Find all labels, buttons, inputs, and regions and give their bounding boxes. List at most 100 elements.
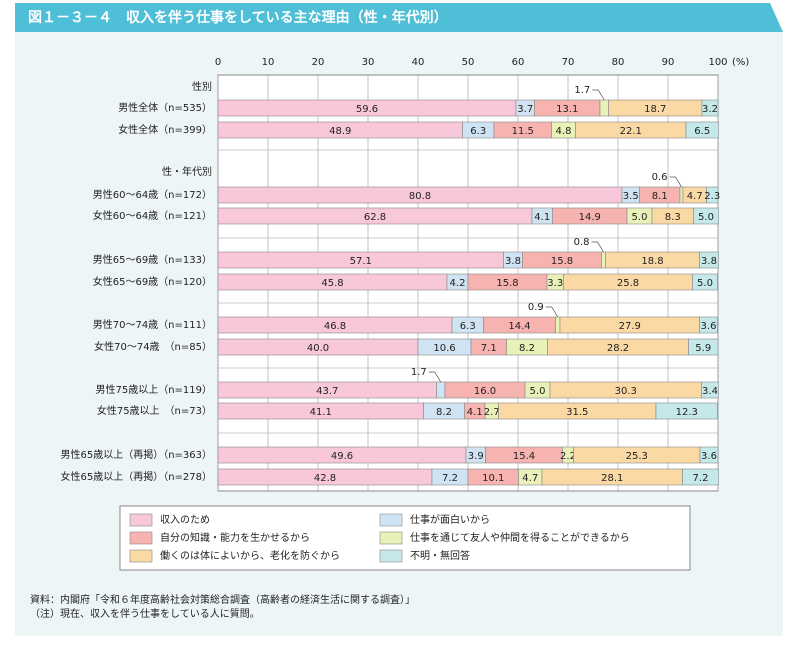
legend-label: 自分の知識・能力を生かせるから <box>160 531 310 544</box>
value-label: 4.2 <box>450 278 466 289</box>
bar-segment <box>655 402 718 420</box>
x-tick-label: 60 <box>512 57 525 68</box>
x-axis-label: (%) <box>732 57 749 68</box>
legend-swatch <box>129 513 153 527</box>
title-bar <box>15 3 783 32</box>
value-label: 14.4 <box>508 321 530 332</box>
y-tick-label: 男性65～69歳（n=133） <box>93 253 212 266</box>
value-label: 6.5 <box>694 126 710 137</box>
value-label: 4.1 <box>467 407 483 418</box>
value-label: 22.1 <box>620 126 642 137</box>
group-label: 性・年代別 <box>162 165 212 178</box>
value-label: 5.0 <box>530 386 546 397</box>
value-label: 14.9 <box>579 212 601 223</box>
value-label: 12.3 <box>676 407 698 418</box>
value-label: 7.2 <box>693 473 709 484</box>
x-tick-label: 70 <box>562 57 575 68</box>
bar-segment <box>693 207 719 225</box>
value-label: 5.0 <box>632 212 648 223</box>
bar-segment <box>679 186 684 204</box>
bar-segment <box>599 99 609 117</box>
value-label: 40.0 <box>307 343 329 354</box>
value-label: 28.2 <box>607 343 629 354</box>
value-label: 3.7 <box>517 104 533 115</box>
bar-segment <box>692 273 718 291</box>
footnote: 資料：内閣府「令和６年度高齢社会対策総合調査（高齢者の経済生活に関する調査）」 <box>30 593 415 606</box>
legend-label: 不明・無回答 <box>410 549 470 562</box>
value-label: 10.6 <box>433 343 455 354</box>
value-label: 3.8 <box>701 256 717 267</box>
value-label: 49.6 <box>331 451 353 462</box>
value-label: 15.8 <box>551 256 573 267</box>
legend-swatch <box>379 549 403 563</box>
value-label: 3.4 <box>702 386 718 397</box>
bar-segment <box>682 468 719 486</box>
value-label: 6.3 <box>460 321 476 332</box>
value-label: 4.7 <box>687 191 703 202</box>
value-label: 2.2 <box>560 451 576 462</box>
value-label: 4.7 <box>522 473 538 484</box>
bar-segment <box>685 121 719 139</box>
value-label: 1.7 <box>574 85 590 96</box>
value-label: 8.3 <box>665 212 681 223</box>
legend-label: 働くのは体によいから、老化を防ぐから <box>160 549 340 562</box>
legend-swatch <box>129 531 153 545</box>
value-label: 62.8 <box>364 212 386 223</box>
bar-segment <box>701 99 719 117</box>
value-label: 5.0 <box>698 212 714 223</box>
value-label: 10.1 <box>482 473 504 484</box>
value-label: 3.5 <box>623 191 639 202</box>
value-label: 7.1 <box>481 343 497 354</box>
value-label: 4.8 <box>556 126 572 137</box>
value-label: 48.9 <box>329 126 351 137</box>
value-label: 0.9 <box>528 302 544 313</box>
value-label: 3.3 <box>547 278 563 289</box>
bar-segment <box>688 338 719 356</box>
value-label: 3.6 <box>701 451 717 462</box>
x-tick-label: 10 <box>262 57 275 68</box>
bar-segment <box>601 251 606 269</box>
value-label: 18.8 <box>641 256 663 267</box>
value-label: 46.8 <box>324 321 346 332</box>
y-tick-label: 男性65歳以上（再掲）（n=363） <box>60 448 212 461</box>
value-label: 13.1 <box>556 104 578 115</box>
value-label: 27.9 <box>619 321 641 332</box>
y-tick-label: 男性60～64歳（n=172） <box>93 188 212 201</box>
value-label: 80.8 <box>409 191 431 202</box>
value-label: 0.6 <box>652 172 668 183</box>
x-tick-label: 80 <box>612 57 625 68</box>
value-label: 3.6 <box>701 321 717 332</box>
leader-line <box>675 176 682 188</box>
value-label: 4.1 <box>534 212 550 223</box>
value-label: 3.2 <box>702 104 718 115</box>
y-tick-label: 女性65～69歳（n=120） <box>93 275 212 288</box>
legend-label: 仕事が面白いから <box>410 513 490 526</box>
value-label: 30.3 <box>615 386 637 397</box>
x-tick-label: 30 <box>362 57 375 68</box>
leader-line <box>597 89 605 101</box>
footnote: （注）現在、収入を伴う仕事をしている人に質問。 <box>30 607 260 620</box>
bar-segment <box>701 381 719 399</box>
value-label: 11.5 <box>512 126 534 137</box>
value-label: 3.8 <box>505 256 521 267</box>
legend <box>119 505 691 571</box>
value-label: 45.8 <box>321 278 343 289</box>
value-label: 41.1 <box>310 407 332 418</box>
value-label: 3.9 <box>468 451 484 462</box>
x-tick-label: 100 <box>708 57 727 68</box>
y-tick-label: 男性全体（n=535） <box>118 101 212 114</box>
value-label: 15.4 <box>513 451 535 462</box>
legend-swatch <box>379 531 403 545</box>
chart-title: 図１－３－４ 収入を伴う仕事をしている主な理由（性・年代別） <box>28 9 448 26</box>
value-label: 2.7 <box>484 407 500 418</box>
y-tick-label: 女性60～64歳（n=121） <box>93 209 212 222</box>
value-label: 18.7 <box>644 104 666 115</box>
x-tick-label: 0 <box>215 57 221 68</box>
y-tick-label: 男性75歳以上（n=119） <box>95 383 212 396</box>
y-tick-label: 女性全体（n=399） <box>118 123 212 136</box>
y-tick-label: 女性70～74歳 （n=85） <box>94 340 212 353</box>
value-label: 6.3 <box>470 126 486 137</box>
value-label: 8.1 <box>652 191 668 202</box>
bar-segment <box>436 381 446 399</box>
